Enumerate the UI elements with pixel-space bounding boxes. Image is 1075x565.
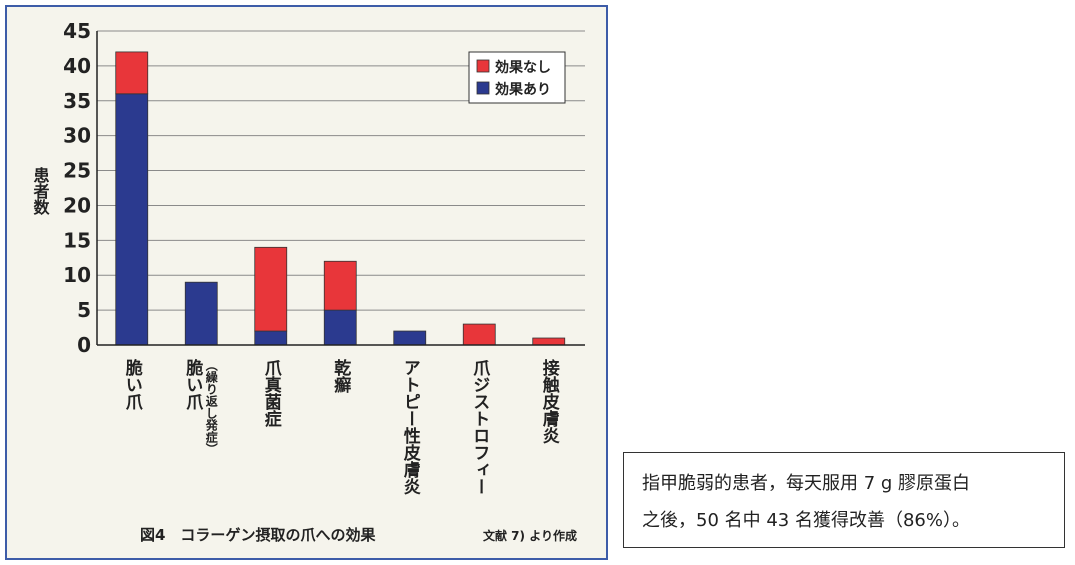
bars (115, 51, 566, 346)
y-tick-label: 40 (63, 54, 91, 78)
x-tick-label: アトピー性皮膚炎 (400, 359, 421, 495)
note-line-2: 之後，50 名中 43 名獲得改善（86%）。 (642, 510, 970, 531)
bar-segment (393, 330, 427, 346)
bar-segment (254, 330, 288, 346)
bar-segment (323, 260, 357, 311)
x-tick-label: 爪ジストロフィー (469, 359, 490, 495)
bar-segment (462, 323, 496, 346)
x-tick-labels: 脆い爪 脆い爪 （繰り返し発症） 爪真菌症 乾癬 アトピー性皮膚炎 爪ジストロフィー 接触皮膚… (122, 358, 561, 495)
y-tick-label: 5 (77, 298, 91, 322)
x-tick-label-sub: （繰り返し発症） (204, 359, 218, 455)
bar-segment (532, 337, 566, 346)
legend-swatch (476, 59, 490, 73)
grid-lines (97, 30, 585, 311)
y-tick-label: 45 (63, 19, 91, 43)
legend-label: 効果なし (495, 59, 551, 76)
bar-segment (115, 93, 149, 346)
note-box: 指甲脆弱的患者，每天服用 7 g 膠原蛋白 之後，50 名中 43 名獲得改善（… (623, 452, 1065, 548)
x-tick-label: 乾癬 (330, 358, 351, 394)
x-tick-label: 接触皮膚炎 (539, 358, 561, 444)
axes (96, 31, 585, 346)
y-tick-label: 25 (63, 159, 91, 183)
x-tick-label: 脆い爪 (182, 358, 204, 410)
bar-segment (254, 246, 288, 332)
y-tick-label: 10 (63, 263, 91, 287)
legend-label: 効果あり (495, 81, 551, 98)
x-tick-label: 脆い爪 (122, 358, 144, 410)
bar-segment (323, 309, 357, 346)
y-tick-labels: 0 5 10 15 20 25 30 35 40 45 (63, 19, 91, 357)
y-tick-label: 0 (77, 333, 91, 357)
bar-segment (184, 281, 218, 346)
y-axis-label: 患者数 (31, 166, 51, 216)
note-line-1: 指甲脆弱的患者，每天服用 7 g 膠原蛋白 (642, 473, 971, 494)
legend-swatch (476, 81, 490, 95)
y-tick-label: 30 (63, 124, 91, 148)
x-tick-label: 爪真菌症 (261, 359, 282, 428)
y-tick-label: 20 (63, 193, 91, 217)
chart-figure: 0 5 10 15 20 25 30 35 40 45 脆い爪 脆い爪 （繰り返し発症） 爪真菌症 乾癬ア… (5, 5, 608, 560)
y-tick-label: 15 (63, 228, 91, 252)
y-tick-label: 35 (63, 89, 91, 113)
chart-source: 文献 7) より作成 (483, 528, 577, 543)
bar-segment (115, 51, 149, 95)
chart-title: 図4 コラーゲン摂取の爪への効果 (140, 526, 376, 544)
stacked-bar-chart: 051015202530354045 脆い爪 脆い爪 （繰り返し発症） 爪真菌症 乾癬ア… (31, 19, 585, 544)
